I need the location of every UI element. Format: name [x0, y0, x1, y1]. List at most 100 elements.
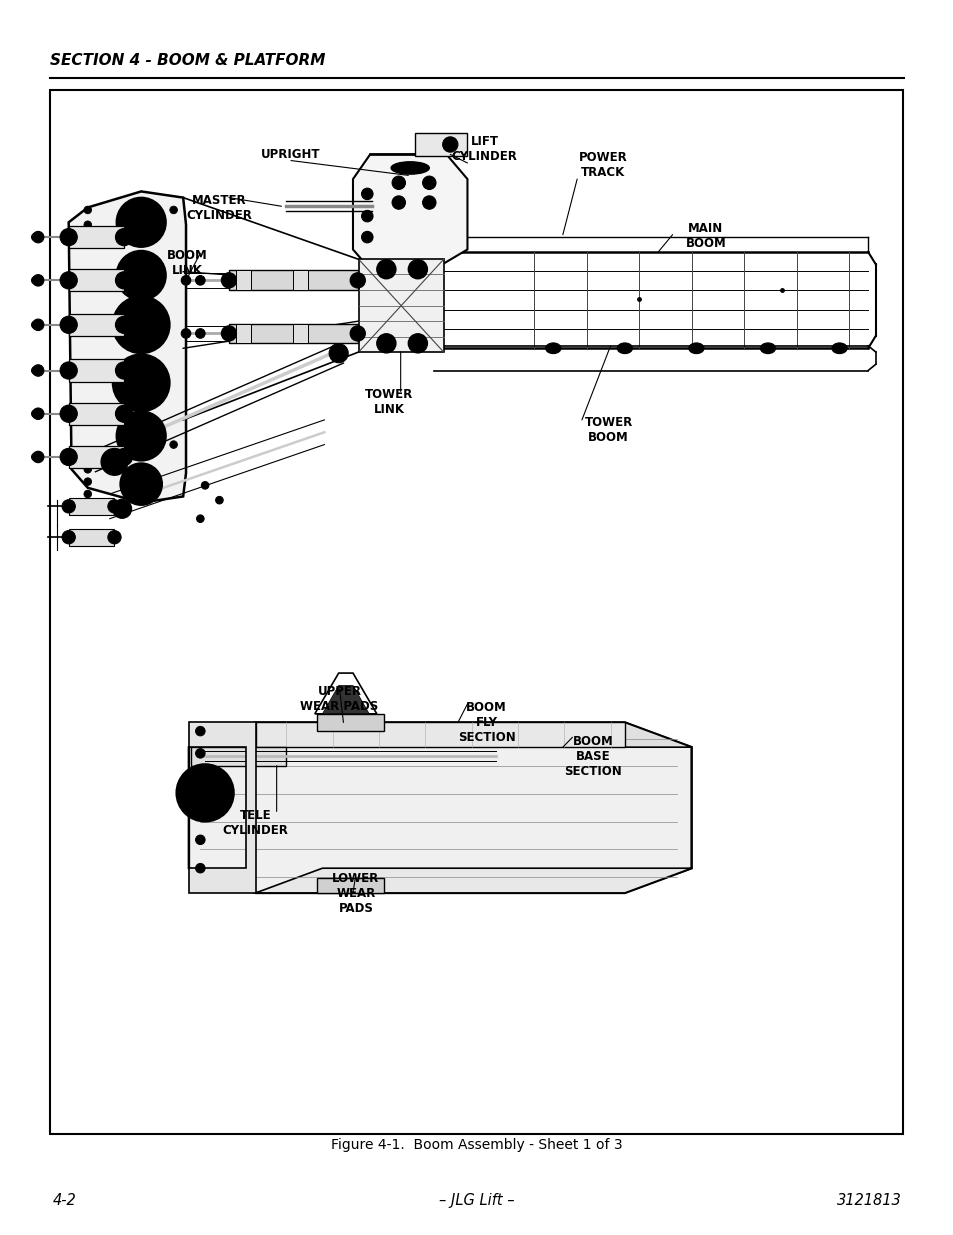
Text: LIFT
CYLINDER: LIFT CYLINDER: [451, 135, 517, 163]
Text: – JLG Lift –: – JLG Lift –: [438, 1193, 515, 1208]
Polygon shape: [255, 722, 624, 747]
Ellipse shape: [408, 259, 427, 279]
Bar: [293, 270, 308, 290]
Polygon shape: [255, 868, 691, 893]
Polygon shape: [191, 747, 286, 766]
Ellipse shape: [176, 764, 233, 821]
Text: POWER
TRACK: POWER TRACK: [578, 151, 627, 179]
Ellipse shape: [31, 367, 39, 374]
Text: UPRIGHT: UPRIGHT: [261, 147, 320, 161]
Ellipse shape: [195, 810, 205, 820]
Ellipse shape: [392, 177, 405, 189]
Ellipse shape: [181, 329, 191, 338]
Ellipse shape: [127, 310, 155, 340]
Ellipse shape: [127, 368, 155, 398]
Bar: [316, 878, 383, 893]
Ellipse shape: [62, 531, 75, 543]
Text: MASTER
CYLINDER: MASTER CYLINDER: [186, 194, 253, 222]
Text: UPPER
WEAR PADS: UPPER WEAR PADS: [300, 685, 378, 714]
Bar: [69, 359, 124, 382]
Ellipse shape: [188, 776, 222, 810]
Ellipse shape: [381, 264, 391, 274]
Ellipse shape: [376, 333, 395, 353]
Ellipse shape: [115, 316, 132, 333]
Bar: [69, 269, 124, 291]
Ellipse shape: [32, 364, 44, 377]
Ellipse shape: [60, 272, 77, 289]
Polygon shape: [69, 191, 186, 503]
Ellipse shape: [60, 405, 77, 422]
Bar: [69, 446, 124, 468]
Ellipse shape: [392, 196, 405, 209]
Ellipse shape: [32, 274, 44, 287]
Ellipse shape: [350, 326, 365, 341]
Bar: [69, 498, 114, 515]
Polygon shape: [255, 722, 691, 747]
Ellipse shape: [195, 726, 205, 736]
Ellipse shape: [181, 275, 191, 285]
Ellipse shape: [116, 198, 166, 247]
Ellipse shape: [115, 405, 132, 422]
Text: TOWER
BOOM: TOWER BOOM: [584, 416, 632, 445]
Bar: [69, 529, 114, 546]
Ellipse shape: [32, 231, 44, 243]
Ellipse shape: [84, 490, 91, 498]
Ellipse shape: [62, 500, 75, 513]
Ellipse shape: [131, 474, 152, 494]
Ellipse shape: [31, 321, 39, 329]
Ellipse shape: [170, 441, 177, 448]
Bar: [69, 226, 124, 248]
Ellipse shape: [350, 273, 365, 288]
Ellipse shape: [617, 343, 632, 353]
Ellipse shape: [31, 453, 39, 461]
Ellipse shape: [170, 206, 177, 214]
Polygon shape: [353, 154, 467, 269]
Ellipse shape: [116, 411, 166, 461]
Ellipse shape: [108, 531, 121, 543]
Text: 4-2: 4-2: [52, 1193, 76, 1208]
Ellipse shape: [195, 785, 205, 795]
Ellipse shape: [545, 343, 560, 353]
Text: 3121813: 3121813: [836, 1193, 901, 1208]
Text: LOWER
WEAR
PADS: LOWER WEAR PADS: [332, 872, 379, 915]
Text: BOOM
BASE
SECTION: BOOM BASE SECTION: [564, 735, 621, 778]
Ellipse shape: [215, 496, 223, 504]
Ellipse shape: [195, 275, 205, 285]
Ellipse shape: [760, 343, 775, 353]
Ellipse shape: [442, 137, 457, 152]
Bar: [69, 314, 124, 336]
Bar: [229, 270, 357, 290]
Ellipse shape: [32, 451, 44, 463]
Bar: [235, 270, 251, 290]
Ellipse shape: [329, 343, 348, 363]
Ellipse shape: [129, 424, 153, 448]
Ellipse shape: [32, 319, 44, 331]
Ellipse shape: [115, 448, 132, 466]
Ellipse shape: [413, 264, 422, 274]
Ellipse shape: [381, 338, 391, 348]
Bar: [316, 714, 383, 731]
Ellipse shape: [413, 338, 422, 348]
Ellipse shape: [84, 233, 91, 241]
Ellipse shape: [84, 478, 91, 485]
Bar: [50, 90, 902, 1134]
Text: BOOM
FLY
SECTION: BOOM FLY SECTION: [457, 701, 515, 745]
Bar: [293, 324, 308, 343]
Ellipse shape: [112, 499, 132, 519]
Ellipse shape: [112, 296, 170, 353]
Ellipse shape: [84, 221, 91, 228]
Text: BOOM
LINK: BOOM LINK: [167, 249, 207, 278]
Ellipse shape: [831, 343, 846, 353]
Ellipse shape: [221, 273, 236, 288]
Bar: [415, 133, 467, 156]
Ellipse shape: [129, 263, 153, 288]
Ellipse shape: [120, 463, 162, 505]
Text: SECTION 4 - BOOM & PLATFORM: SECTION 4 - BOOM & PLATFORM: [50, 53, 325, 68]
Text: Figure 4-1.  Boom Assembly - Sheet 1 of 3: Figure 4-1. Boom Assembly - Sheet 1 of 3: [331, 1137, 622, 1152]
Bar: [69, 403, 124, 425]
Ellipse shape: [688, 343, 703, 353]
Ellipse shape: [84, 466, 91, 473]
Ellipse shape: [210, 783, 229, 803]
Ellipse shape: [115, 272, 132, 289]
Ellipse shape: [196, 515, 204, 522]
